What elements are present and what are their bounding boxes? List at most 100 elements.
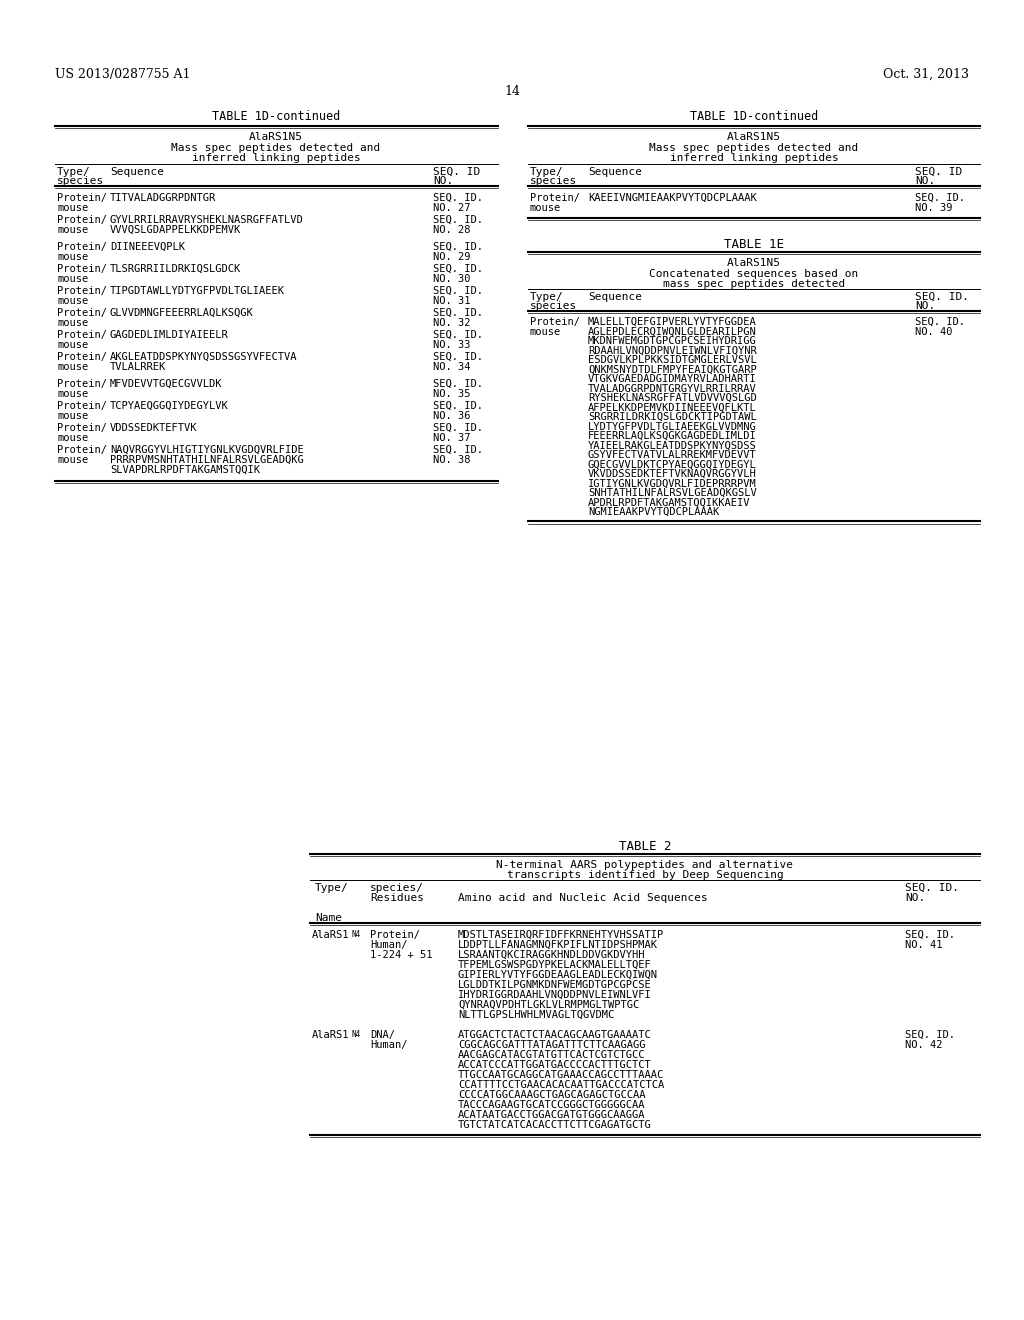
Text: Protein/: Protein/ <box>57 330 106 341</box>
Text: NO.: NO. <box>905 894 926 903</box>
Text: Protein/: Protein/ <box>57 401 106 411</box>
Text: NO. 41: NO. 41 <box>905 940 942 950</box>
Text: SEQ. ID.: SEQ. ID. <box>905 931 955 940</box>
Text: Sequence: Sequence <box>110 168 164 177</box>
Text: SEQ. ID.: SEQ. ID. <box>905 1030 955 1040</box>
Text: NO. 42: NO. 42 <box>905 1040 942 1049</box>
Text: NO. 29: NO. 29 <box>433 252 470 261</box>
Text: mouse: mouse <box>57 389 88 399</box>
Text: mass spec peptides detected: mass spec peptides detected <box>663 279 845 289</box>
Text: Protein/: Protein/ <box>57 193 106 203</box>
Text: Protein/: Protein/ <box>530 317 580 327</box>
Text: TVLALRREK: TVLALRREK <box>110 362 166 372</box>
Text: QNKMSNYDTDLFMPYFEAIQKGTGARP: QNKMSNYDTDLFMPYFEAIQKGTGARP <box>588 364 757 375</box>
Text: AlaRS1N5: AlaRS1N5 <box>727 132 781 143</box>
Text: SEQ. ID.: SEQ. ID. <box>433 264 483 275</box>
Text: US 2013/0287755 A1: US 2013/0287755 A1 <box>55 69 190 81</box>
Text: Amino acid and Nucleic Acid Sequences: Amino acid and Nucleic Acid Sequences <box>458 894 708 903</box>
Text: Human/: Human/ <box>370 1040 408 1049</box>
Text: ACATAATGACCTGGACGATGTGGGCAAGGA: ACATAATGACCTGGACGATGTGGGCAAGGA <box>458 1110 645 1119</box>
Text: Type/: Type/ <box>315 883 349 894</box>
Text: species: species <box>530 301 578 312</box>
Text: VKVDDSSEDKTEFTVKNAQVRGGYVLH: VKVDDSSEDKTEFTVKNAQVRGGYVLH <box>588 469 757 479</box>
Text: SEQ. ID.: SEQ. ID. <box>433 193 483 203</box>
Text: Protein/: Protein/ <box>57 422 106 433</box>
Text: NO.: NO. <box>915 301 935 312</box>
Text: NO. 37: NO. 37 <box>433 433 470 444</box>
Text: NO.: NO. <box>915 176 935 186</box>
Text: SEQ. ID.: SEQ. ID. <box>915 317 965 327</box>
Text: SNHTATHILNFALRSVLGEADQKGSLV: SNHTATHILNFALRSVLGEADQKGSLV <box>588 488 757 498</box>
Text: mouse: mouse <box>57 433 88 444</box>
Text: mouse: mouse <box>57 203 88 213</box>
Text: Protein/: Protein/ <box>57 379 106 389</box>
Text: mouse: mouse <box>57 275 88 284</box>
Text: GSYVFECTVATVLALRREKMFVDEVVT: GSYVFECTVATVLALRREKMFVDEVVT <box>588 450 757 459</box>
Text: NO. 38: NO. 38 <box>433 455 470 465</box>
Text: mouse: mouse <box>57 224 88 235</box>
Text: SEQ. ID.: SEQ. ID. <box>915 292 969 302</box>
Text: TABLE 1D-continued: TABLE 1D-continued <box>212 110 340 123</box>
Text: Protein/: Protein/ <box>57 445 106 455</box>
Text: Name: Name <box>315 913 342 923</box>
Text: SRGRRILDRKIQSLGDCKTIPGDTAWL: SRGRRILDRKIQSLGDCKTIPGDTAWL <box>588 412 757 422</box>
Text: DIINEEEVQPLK: DIINEEEVQPLK <box>110 242 185 252</box>
Text: SEQ. ID.: SEQ. ID. <box>433 352 483 362</box>
Text: KAEEIVNGMIEAAKPVYTQDCPLAAAK: KAEEIVNGMIEAAKPVYTQDCPLAAAK <box>588 193 757 203</box>
Text: TVALADGGRPDNTGRGYVLRRILRRAV: TVALADGGRPDNTGRGYVLRRILRRAV <box>588 384 757 393</box>
Text: TITVALADGGRPDNTGR: TITVALADGGRPDNTGR <box>110 193 216 203</box>
Text: mouse: mouse <box>57 252 88 261</box>
Text: NO.: NO. <box>433 176 454 186</box>
Text: TGTCTATCATCACACCTTCTTCGAGATGCTG: TGTCTATCATCACACCTTCTTCGAGATGCTG <box>458 1119 651 1130</box>
Text: NO. 28: NO. 28 <box>433 224 470 235</box>
Text: RYSHEKLNASRGFFATLVDVVVQSLGD: RYSHEKLNASRGFFATLVDVVVQSLGD <box>588 393 757 403</box>
Text: NO. 40: NO. 40 <box>915 327 952 337</box>
Text: AlaRS1N5: AlaRS1N5 <box>249 132 303 143</box>
Text: SEQ. ID: SEQ. ID <box>915 168 963 177</box>
Text: IHYDRIGGRDAAHLVNQDDPNVLEIWNLVFI: IHYDRIGGRDAAHLVNQDDPNVLEIWNLVFI <box>458 990 651 1001</box>
Text: DNA/: DNA/ <box>370 1030 395 1040</box>
Text: Oct. 31, 2013: Oct. 31, 2013 <box>883 69 969 81</box>
Text: MDSTLTASEIRQRFIDFFKRNEHTYVHSSATIP: MDSTLTASEIRQRFIDFFKRNEHTYVHSSATIP <box>458 931 665 940</box>
Text: VDDSSEDKTEFTVK: VDDSSEDKTEFTVK <box>110 422 198 433</box>
Text: 14: 14 <box>504 84 520 98</box>
Text: TFPEMLGSWSPGDYPKELACKMALELLTQEF: TFPEMLGSWSPGDYPKELACKMALELLTQEF <box>458 960 651 970</box>
Text: CCATTTTCCTGAACACACAATTGACCCATCTCA: CCATTTTCCTGAACACACAATTGACCCATCTCA <box>458 1080 665 1090</box>
Text: TABLE 2: TABLE 2 <box>618 840 672 853</box>
Text: AlaRS1: AlaRS1 <box>312 1030 349 1040</box>
Text: TABLE 1D-continued: TABLE 1D-continued <box>690 110 818 123</box>
Text: TACCCAGAAGTGCATCCGGGCTGGGGGCAA: TACCCAGAAGTGCATCCGGGCTGGGGGCAA <box>458 1100 645 1110</box>
Text: GAGDEDLIMLDIYAIEELR: GAGDEDLIMLDIYAIEELR <box>110 330 228 341</box>
Text: RDAAHLVNQDDPNVLEIWNLVFIQYNR: RDAAHLVNQDDPNVLEIWNLVFIQYNR <box>588 346 757 355</box>
Text: Protein/: Protein/ <box>370 931 420 940</box>
Text: SEQ. ID.: SEQ. ID. <box>433 330 483 341</box>
Text: ATGGACTCTACTCTAACAGCAAGTGAAAATC: ATGGACTCTACTCTAACAGCAAGTGAAAATC <box>458 1030 651 1040</box>
Text: GIPIERLYVTYFGGDEAAGLEADLECKQIWQN: GIPIERLYVTYFGGDEAAGLEADLECKQIWQN <box>458 970 658 979</box>
Text: ACCATCCCATTGGATGACCCCACTTTGCTCT: ACCATCCCATTGGATGACCCCACTTTGCTCT <box>458 1060 651 1071</box>
Text: Protein/: Protein/ <box>57 215 106 224</box>
Text: Protein/: Protein/ <box>57 308 106 318</box>
Text: NO. 39: NO. 39 <box>915 203 952 213</box>
Text: NAQVRGGYVLHIGTIYGNLKVGDQVRLFIDE: NAQVRGGYVLHIGTIYGNLKVGDQVRLFIDE <box>110 445 304 455</box>
Text: NO. 30: NO. 30 <box>433 275 470 284</box>
Text: NO. 34: NO. 34 <box>433 362 470 372</box>
Text: AFPELKKDPEMVKDIINEEEVQFLKTL: AFPELKKDPEMVKDIINEEEVQFLKTL <box>588 403 757 412</box>
Text: LYDTYGFPVDLTGLIAEEKGLVVDMNG: LYDTYGFPVDLTGLIAEEKGLVVDMNG <box>588 421 757 432</box>
Text: Type/: Type/ <box>530 292 564 302</box>
Text: TABLE 1E: TABLE 1E <box>724 238 784 251</box>
Text: Mass spec peptides detected and: Mass spec peptides detected and <box>649 143 859 153</box>
Text: SEQ. ID.: SEQ. ID. <box>433 215 483 224</box>
Text: mouse: mouse <box>530 203 561 213</box>
Text: SEQ. ID.: SEQ. ID. <box>915 193 965 203</box>
Text: VTGKVGAEDADGIDMAYRVLADHARTI: VTGKVGAEDADGIDMAYRVLADHARTI <box>588 374 757 384</box>
Text: CGGCAGCGATTTATAGATTTCTTCAAGAGG: CGGCAGCGATTTATAGATTTCTTCAAGAGG <box>458 1040 645 1049</box>
Text: species: species <box>530 176 578 186</box>
Text: Protein/: Protein/ <box>57 264 106 275</box>
Text: NO. 35: NO. 35 <box>433 389 470 399</box>
Text: AGLEPDLECRQIWQNLGLDEARILPGN: AGLEPDLECRQIWQNLGLDEARILPGN <box>588 326 757 337</box>
Text: MFVDEVVTGQECGVVLDK: MFVDEVVTGQECGVVLDK <box>110 379 222 389</box>
Text: mouse: mouse <box>57 318 88 327</box>
Text: mouse: mouse <box>57 455 88 465</box>
Text: Sequence: Sequence <box>588 292 642 302</box>
Text: GYVLRRILRRAVRYSHEKLNASRGFFATLVD: GYVLRRILRRAVRYSHEKLNASRGFFATLVD <box>110 215 304 224</box>
